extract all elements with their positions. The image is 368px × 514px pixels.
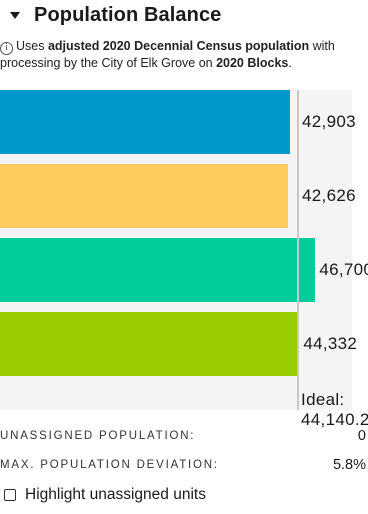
note-dataset: adjusted 2020 Decennial Census populatio… <box>47 39 310 53</box>
max-deviation-row: MAX. POPULATION DEVIATION: 5.8% <box>0 455 366 475</box>
note-text-3: . <box>288 56 292 70</box>
bar-3 <box>0 238 316 302</box>
data-source-note: i Uses adjusted 2020 Decennial Census pop… <box>0 38 366 72</box>
highlight-unassigned-checkbox[interactable] <box>4 489 16 501</box>
bar-4-value-label: 44,332 <box>303 334 358 353</box>
info-icon: i <box>0 42 13 55</box>
caret-down-icon <box>10 11 20 19</box>
note-text-1: Uses <box>16 39 48 53</box>
highlight-unassigned-toggle[interactable]: Highlight unassigned units <box>4 486 206 504</box>
population-balance-toggle[interactable]: Population Balance <box>8 0 221 30</box>
ideal-label: Ideal: 44,140.25 <box>301 390 368 429</box>
max-deviation-value: 5.8% <box>332 457 366 473</box>
bar-1 <box>0 90 290 154</box>
unassigned-population-label: UNASSIGNED POPULATION: <box>0 430 196 442</box>
bar-2 <box>0 164 288 228</box>
note-units: 2020 Blocks <box>216 56 289 70</box>
bar-1-value-label: 42,903 <box>302 112 356 131</box>
unassigned-population-value: 0 <box>357 428 366 444</box>
unassigned-population-row: UNASSIGNED POPULATION: 0 <box>0 426 366 446</box>
max-deviation-label: MAX. POPULATION DEVIATION: <box>0 459 219 471</box>
section-title: Population Balance <box>34 3 222 26</box>
highlight-unassigned-label: Highlight unassigned units <box>25 486 206 503</box>
note-text-2: with processing by the City of Elk Grove… <box>0 39 335 70</box>
population-chart: 42,903 42,626 46,700 44,332 Ideal: 44,140.25 <box>0 90 368 429</box>
ideal-line <box>297 90 300 410</box>
bar-2-value-label: 42,626 <box>302 186 356 205</box>
bar-3-value-label: 46,700 <box>319 260 368 279</box>
bar-4 <box>0 312 300 376</box>
